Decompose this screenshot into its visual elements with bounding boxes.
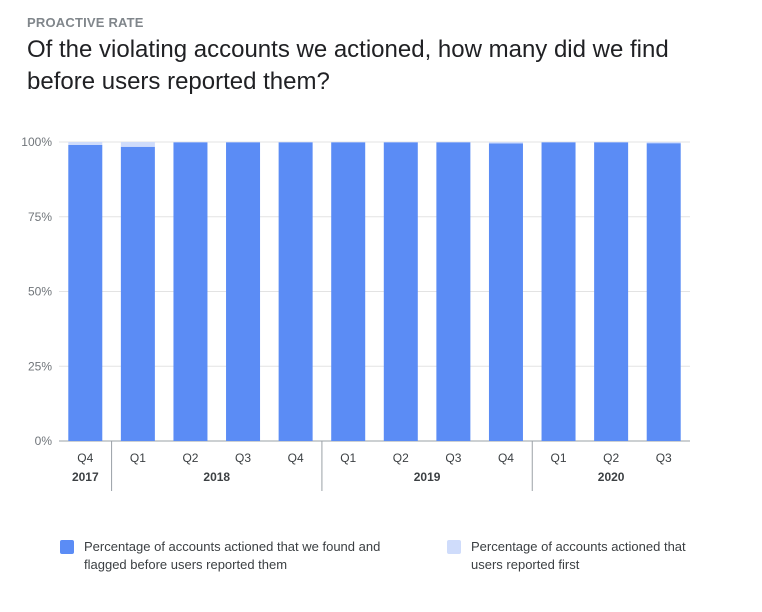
x-tick-label: Q1 — [130, 451, 146, 465]
year-group-label: 2018 — [203, 470, 230, 484]
legend-label-reported-first: Percentage of accounts actioned that use… — [471, 539, 686, 572]
bar-found-first — [278, 142, 313, 441]
x-tick-label: Q3 — [235, 451, 251, 465]
bar-found-first — [331, 142, 366, 441]
x-tick-label: Q3 — [656, 451, 672, 465]
x-tick-label: Q1 — [551, 451, 567, 465]
bar-found-first — [68, 144, 103, 442]
bar-found-first — [120, 146, 155, 441]
bar-reported-first — [120, 142, 155, 147]
x-tick-label: Q1 — [340, 451, 356, 465]
bar-found-first — [436, 142, 471, 441]
bar-found-first — [646, 143, 681, 442]
y-tick-label: 100% — [21, 135, 52, 149]
legend-item-found-first: Percentage of accounts actioned that we … — [60, 538, 400, 574]
legend-swatch-reported-first — [447, 540, 461, 554]
bar-reported-first — [646, 142, 681, 144]
y-tick-label: 50% — [28, 285, 52, 299]
bar-found-first — [594, 142, 629, 441]
legend-item-reported-first: Percentage of accounts actioned that use… — [447, 538, 707, 574]
chart-title: Of the violating accounts we actioned, h… — [27, 36, 669, 95]
year-group-label: 2017 — [72, 470, 99, 484]
y-tick-label: 0% — [35, 434, 53, 448]
legend-swatch-found-first — [60, 540, 74, 554]
bar-found-first — [383, 142, 418, 441]
bar-reported-first — [68, 142, 103, 145]
x-tick-label: Q4 — [288, 451, 304, 465]
year-group-label: 2019 — [414, 470, 441, 484]
x-tick-label: Q4 — [498, 451, 514, 465]
x-tick-label: Q4 — [77, 451, 93, 465]
legend-label-found-first: Percentage of accounts actioned that we … — [84, 539, 381, 572]
x-tick-label: Q2 — [182, 451, 198, 465]
y-tick-label: 25% — [28, 359, 52, 373]
x-tick-label: Q2 — [603, 451, 619, 465]
bar-reported-first — [488, 142, 523, 144]
bar-found-first — [541, 142, 576, 441]
year-group-label: 2020 — [598, 470, 625, 484]
bar-found-first — [173, 142, 208, 441]
proactive-rate-chart: 0% 25% 50% 75% 100% Q4 Q1 Q2 Q3 Q4 Q1 Q2 Q3 Q4 Q1 Q2 Q3 2… — [21, 135, 690, 491]
y-tick-label: 75% — [28, 210, 52, 224]
bar-found-first — [226, 142, 261, 441]
bar-found-first — [488, 143, 523, 441]
x-tick-label: Q2 — [393, 451, 409, 465]
x-tick-label: Q3 — [445, 451, 461, 465]
chart-eyebrow: PROACTIVE RATE — [27, 15, 144, 30]
